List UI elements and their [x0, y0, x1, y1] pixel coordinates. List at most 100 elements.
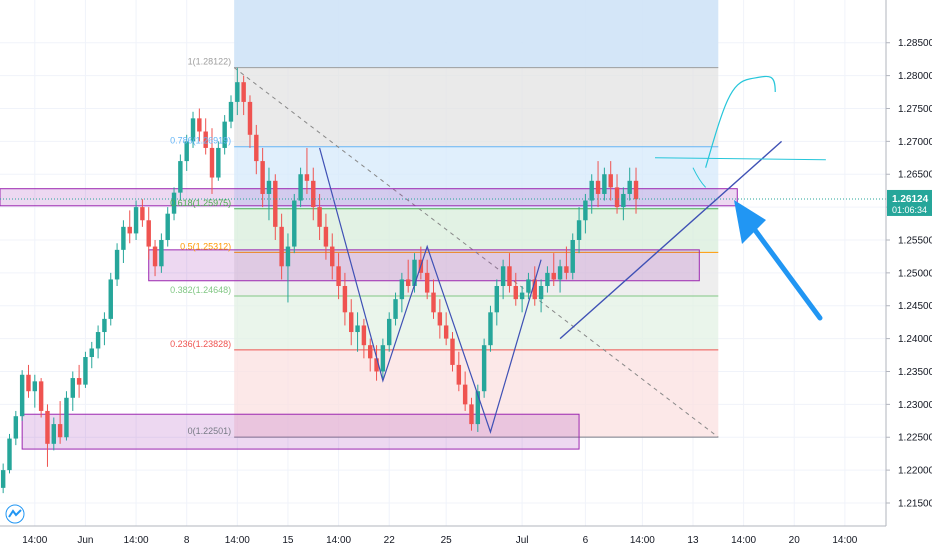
candle-down — [456, 364, 462, 385]
candle-up — [184, 141, 189, 162]
candle-down — [431, 292, 436, 313]
price-axis[interactable]: 1.285001.280001.275001.270001.265001.260… — [885, 0, 932, 550]
price-tick-label: 1.26500 — [898, 170, 932, 181]
price-tick-label: 1.28500 — [898, 38, 932, 49]
candle-down — [76, 378, 82, 385]
drawing-overlays — [0, 75, 886, 434]
candle-down — [152, 246, 158, 267]
arrow-head — [734, 200, 766, 244]
tradingview-logo-icon[interactable] — [5, 504, 25, 524]
candle-down — [336, 266, 341, 287]
candle-up — [380, 345, 386, 372]
candle-down — [633, 180, 639, 200]
candle-down — [405, 279, 411, 287]
time-axis-bg — [0, 526, 932, 550]
fib-level-label: 1(1.28122) — [188, 57, 232, 67]
candle-up — [32, 381, 38, 392]
time-tick-label: 14:00 — [124, 535, 149, 546]
candle-down — [254, 134, 259, 162]
candle-up — [399, 279, 405, 300]
fib-band — [234, 0, 719, 68]
candle-up — [583, 200, 588, 221]
candle-down — [564, 266, 569, 273]
time-tick-label: 14:00 — [630, 535, 655, 546]
candle-down — [203, 131, 208, 148]
arrow-shaft — [749, 223, 823, 321]
candle-up — [171, 192, 177, 214]
projection-stroke — [692, 167, 706, 188]
candle-up — [266, 180, 272, 194]
price-tick-label: 1.23500 — [898, 367, 932, 378]
fibonacci-bands — [233, 0, 719, 438]
candle-down — [209, 147, 215, 178]
candle-up — [70, 378, 75, 398]
candle-up — [355, 325, 360, 333]
candle-up — [19, 374, 25, 417]
fib-band — [234, 252, 719, 297]
price-tick-label: 1.25000 — [898, 268, 932, 279]
candle-up — [64, 397, 69, 438]
candle-up — [298, 174, 303, 201]
time-tick-label: 14:00 — [731, 535, 756, 546]
candle-down — [311, 180, 316, 208]
candle-up — [538, 286, 544, 300]
candle-down — [551, 272, 556, 280]
time-tick-label: 14:00 — [326, 535, 351, 546]
candle-up — [133, 207, 139, 234]
time-tick-label: 15 — [282, 535, 294, 546]
candle-down — [38, 381, 44, 411]
candles — [0, 67, 639, 494]
candle-up — [159, 239, 164, 267]
candle-down — [323, 226, 329, 247]
candle-down — [608, 174, 613, 188]
candle-down — [317, 207, 322, 227]
candle-down — [146, 220, 151, 247]
candle-up — [285, 246, 291, 267]
candle-down — [330, 246, 335, 267]
candle-up — [51, 424, 57, 444]
candle-up — [235, 82, 240, 102]
zigzag-path — [319, 147, 542, 434]
candle-down — [304, 174, 310, 181]
ascending-trendline — [559, 140, 783, 340]
time-axis[interactable]: 14:00 Jun 14:00 8 14:00 15 14:00 22 25 Jul 6 14:00 1… — [0, 525, 932, 550]
fib-diagonal — [233, 67, 719, 438]
candle-down — [424, 272, 430, 293]
support-zone — [21, 413, 580, 450]
price-axis-bg — [886, 0, 932, 550]
candle-up — [393, 299, 398, 319]
fib-level-label: 0.5(1.25312) — [180, 241, 231, 251]
candle-down — [361, 325, 367, 346]
time-tick-label: 22 — [384, 535, 396, 546]
price-tick-label: 1.22000 — [898, 466, 932, 477]
candle-up — [102, 318, 107, 333]
candle-up — [519, 292, 525, 300]
price-tick-label: 1.25500 — [898, 235, 932, 246]
time-tick-label: 6 — [583, 535, 589, 546]
candle-down — [247, 101, 253, 135]
candle-down — [532, 279, 537, 300]
fib-band — [234, 296, 719, 350]
candle-up — [114, 249, 120, 280]
candle-up — [526, 279, 531, 293]
candle-down — [197, 118, 202, 132]
time-tick-label: 8 — [184, 535, 190, 546]
price-tick-label: 1.27500 — [898, 104, 932, 115]
candle-up — [95, 332, 101, 349]
price-tag-countdown: 01:06:34 — [892, 205, 927, 215]
candle-down — [368, 345, 373, 359]
candle-down — [349, 312, 354, 333]
time-tick-label: Jun — [77, 535, 93, 546]
fib-level-label: 0.618(1.25975) — [170, 198, 231, 208]
fib-level-label: 0.236(1.23828) — [170, 339, 231, 349]
fib-level-label: 0.382(1.24648) — [170, 285, 231, 295]
candle-down — [140, 207, 145, 221]
candle-up — [89, 348, 94, 358]
candle-up — [412, 259, 417, 287]
candle-down — [450, 338, 455, 365]
fib-level-label: 0.786(1.26919) — [170, 136, 231, 146]
candle-up — [621, 193, 626, 208]
price-tick-label: 1.27000 — [898, 137, 932, 148]
